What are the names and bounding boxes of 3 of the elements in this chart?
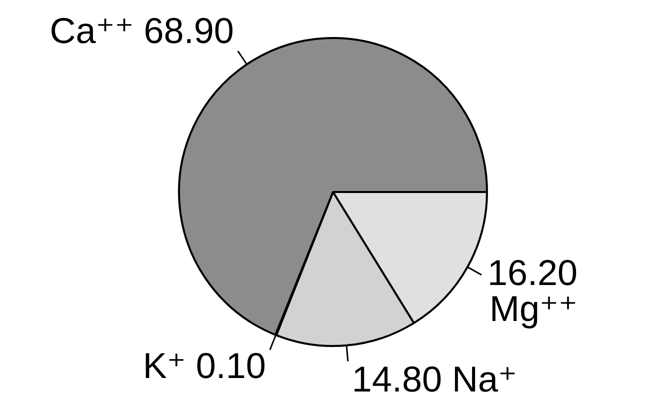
slice-label: 14.80 Na⁺ — [352, 358, 518, 400]
slice-label: Ca⁺⁺ 68.90 — [50, 10, 234, 52]
slice-label: K⁺ 0.10 — [142, 344, 266, 386]
